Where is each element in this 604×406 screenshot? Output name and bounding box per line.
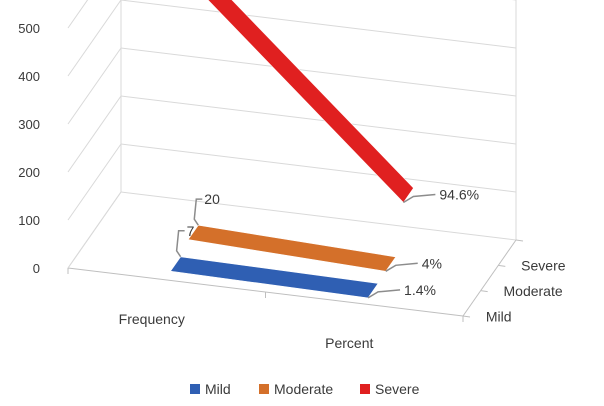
z-tick-label: 400 bbox=[18, 69, 40, 84]
depth-tick bbox=[515, 239, 524, 242]
legend-label-severe: Severe bbox=[375, 381, 420, 397]
series bbox=[169, 0, 414, 299]
leader-line bbox=[193, 198, 203, 226]
depth-label: Moderate bbox=[504, 283, 563, 299]
side-gridline bbox=[67, 0, 122, 77]
grid bbox=[67, 0, 517, 269]
depth-tick bbox=[498, 264, 506, 267]
side-gridline bbox=[67, 0, 89, 29]
floor-edge bbox=[67, 191, 122, 269]
data-label-mild-percent: 1.4% bbox=[404, 282, 436, 298]
category-label: Frequency bbox=[119, 311, 185, 327]
data-label-moderate-frequency: 20 bbox=[204, 191, 220, 207]
axes: 0 100 200 300 400 500 Frequency Percent Mild Mode… bbox=[18, 21, 565, 351]
side-gridline bbox=[67, 47, 122, 125]
z-tick-label: 100 bbox=[18, 213, 40, 228]
data-label-mild-frequency: 7 bbox=[187, 223, 195, 239]
z-tick-label: 0 bbox=[33, 261, 40, 276]
z-tick-label: 200 bbox=[18, 165, 40, 180]
depth-axis-line bbox=[462, 239, 517, 317]
ribbon-mild bbox=[169, 256, 379, 299]
z-tick-label: 500 bbox=[18, 21, 40, 36]
back-gridline bbox=[120, 0, 517, 49]
side-gridline bbox=[67, 95, 122, 173]
legend-swatch-moderate bbox=[259, 384, 269, 394]
ribbon-severe bbox=[207, 0, 414, 203]
depth-tick bbox=[480, 290, 488, 293]
data-label-severe-percent: 94.6% bbox=[439, 186, 479, 202]
legend: Mild Moderate Severe bbox=[190, 381, 420, 397]
legend-label-mild: Mild bbox=[205, 381, 231, 397]
depth-label: Mild bbox=[486, 308, 512, 324]
ribbon-moderate bbox=[187, 224, 397, 272]
back-gridline bbox=[120, 47, 517, 97]
z-tick-label: 300 bbox=[18, 117, 40, 132]
data-label-moderate-percent: 4% bbox=[422, 255, 442, 271]
depth-tick bbox=[462, 315, 471, 318]
leader-line bbox=[367, 289, 401, 299]
leader-line bbox=[175, 230, 185, 258]
side-gridline bbox=[67, 143, 122, 221]
back-gridline bbox=[120, 143, 517, 193]
leader-line bbox=[385, 262, 418, 272]
legend-label-moderate: Moderate bbox=[274, 381, 333, 397]
depth-label: Severe bbox=[521, 258, 566, 274]
back-gridline bbox=[120, 95, 517, 145]
data-labels: 47194.6%204%71.4% bbox=[175, 186, 479, 299]
legend-swatch-mild bbox=[190, 384, 200, 394]
category-label: Percent bbox=[325, 335, 373, 351]
legend-swatch-severe bbox=[360, 384, 370, 394]
leader-line bbox=[402, 193, 436, 204]
back-gridline bbox=[120, 191, 517, 241]
